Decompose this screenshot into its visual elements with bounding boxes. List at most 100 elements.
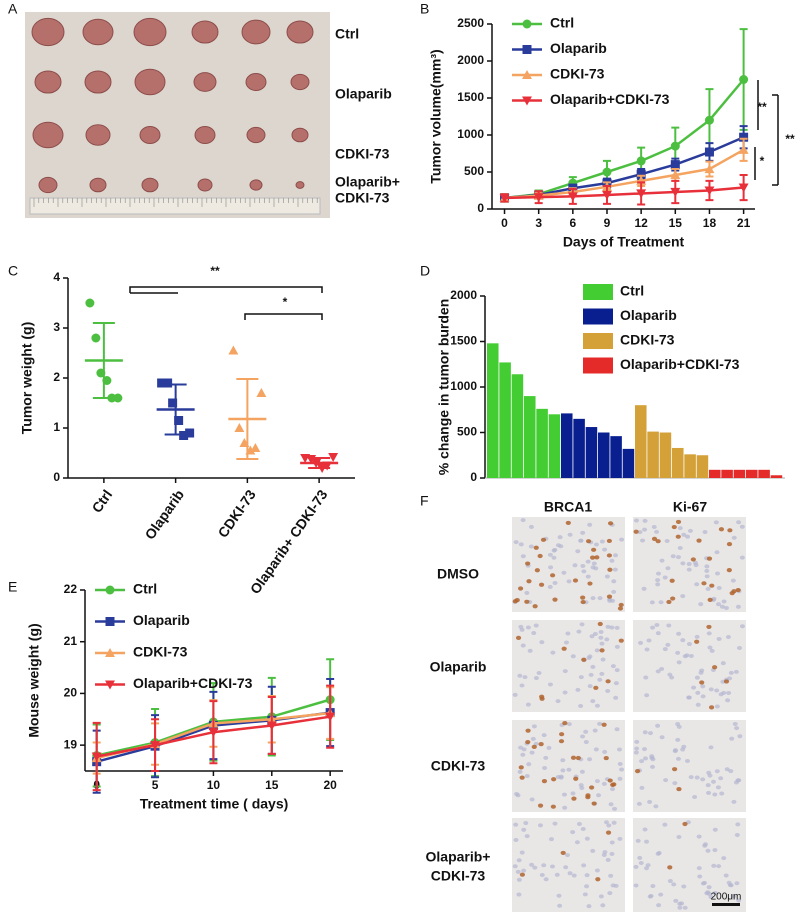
cell xyxy=(638,640,644,645)
cell xyxy=(533,741,539,746)
cell xyxy=(608,873,614,878)
cell xyxy=(734,833,740,838)
panel-letter: A xyxy=(8,1,18,17)
cell xyxy=(698,670,704,675)
cell xyxy=(713,520,719,525)
stained-cell xyxy=(606,538,612,544)
stained-cell xyxy=(696,538,702,543)
cell xyxy=(572,563,578,568)
marker xyxy=(602,190,612,200)
cell xyxy=(578,538,584,543)
stained-cell xyxy=(538,742,544,747)
cell xyxy=(522,675,528,680)
stained-cell xyxy=(525,739,531,745)
cell xyxy=(728,883,734,888)
cell xyxy=(517,673,523,678)
bar xyxy=(746,469,758,478)
cell xyxy=(602,850,608,855)
stained-cell xyxy=(618,602,624,608)
x-tick-label: 20 xyxy=(323,778,337,792)
cell xyxy=(706,790,712,795)
marker xyxy=(328,452,339,462)
y-tick-label: 1500 xyxy=(457,90,484,104)
cell xyxy=(617,776,623,781)
cell xyxy=(585,574,591,579)
cell xyxy=(525,702,531,707)
cell xyxy=(676,660,682,665)
cell xyxy=(654,529,660,534)
cell xyxy=(536,670,542,675)
cell xyxy=(642,730,648,735)
cell xyxy=(524,834,530,839)
cell xyxy=(604,574,610,579)
legend-swatch xyxy=(583,333,613,349)
stained-cell xyxy=(726,541,733,547)
cell xyxy=(637,530,643,535)
cell xyxy=(644,839,650,844)
stained-cell xyxy=(611,782,617,787)
cell xyxy=(566,579,572,584)
cell xyxy=(614,625,620,630)
cell xyxy=(583,740,589,745)
stained-cell xyxy=(587,581,593,586)
cell xyxy=(598,635,604,640)
cell xyxy=(708,687,714,692)
cell xyxy=(675,555,681,560)
stained-cell xyxy=(551,777,557,782)
cell xyxy=(561,792,567,797)
cell xyxy=(519,850,525,855)
stained-cell xyxy=(589,785,595,790)
marker xyxy=(105,648,115,658)
y-tick-label: 2 xyxy=(53,370,60,384)
stained-cell xyxy=(605,830,612,835)
cell xyxy=(557,903,563,908)
cell xyxy=(593,542,599,547)
cell xyxy=(617,761,623,766)
y-axis-label: Tumor weight (g) xyxy=(19,322,35,435)
marker xyxy=(533,193,544,203)
tumor xyxy=(38,176,58,194)
cell xyxy=(708,895,714,900)
x-axis-label: Treatment time ( days) xyxy=(140,796,289,812)
cell xyxy=(612,567,618,572)
bar xyxy=(758,469,770,478)
cell xyxy=(686,695,692,700)
cell xyxy=(714,550,720,555)
tumor xyxy=(249,179,263,191)
stained-cell xyxy=(526,579,532,584)
cell xyxy=(649,755,655,760)
cell xyxy=(635,838,641,843)
legend-label: Olaparib xyxy=(133,612,190,628)
bar xyxy=(635,405,647,478)
cell xyxy=(634,746,640,751)
cell xyxy=(531,724,537,729)
cell xyxy=(613,553,619,558)
cell xyxy=(594,703,600,708)
marker xyxy=(245,445,256,455)
cell xyxy=(516,877,522,882)
cell xyxy=(547,584,553,589)
cell xyxy=(711,863,717,868)
cell xyxy=(609,558,615,563)
cell xyxy=(720,661,726,666)
cell xyxy=(570,830,576,835)
cell xyxy=(739,524,745,529)
cell xyxy=(560,758,566,763)
cell xyxy=(548,565,554,570)
cell xyxy=(597,721,603,726)
y-tick-label: 20 xyxy=(64,686,78,700)
cell xyxy=(554,872,560,877)
stained-cell xyxy=(540,537,547,542)
cell xyxy=(597,677,603,682)
cell xyxy=(561,570,567,575)
cell xyxy=(567,871,573,876)
marker xyxy=(704,164,715,174)
cell xyxy=(560,768,566,773)
cell xyxy=(634,739,640,744)
stained-cell xyxy=(532,604,538,609)
cell xyxy=(619,767,625,772)
legend-swatch xyxy=(583,357,613,374)
cell xyxy=(543,877,549,882)
cell xyxy=(712,848,718,853)
